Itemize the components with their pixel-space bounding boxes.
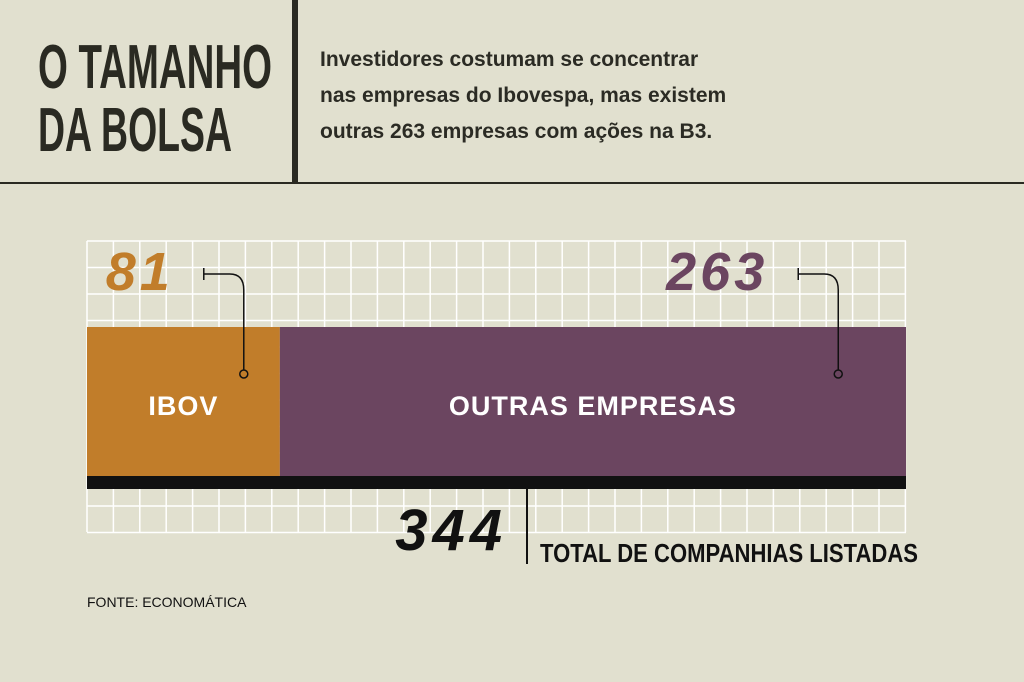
subtitle: Investidores costumam se concentrar	[320, 48, 698, 71]
bar-segment	[87, 327, 280, 476]
chart-title: DA BOLSA	[38, 96, 232, 165]
bar-segment	[279, 327, 906, 476]
segment-label: IBOV	[148, 391, 218, 421]
total-bar	[87, 476, 906, 489]
value-label: 263	[665, 242, 768, 302]
connector-dot	[833, 369, 843, 379]
connector-dot	[239, 369, 249, 379]
chart-title: O TAMANHO	[38, 33, 272, 102]
plot: IBOV 81 OUTRAS EMPRESAS 263 344	[87, 242, 906, 563]
subtitle: nas empresas do Ibovespa, mas existem	[320, 84, 726, 107]
connector	[797, 268, 839, 370]
source: FONTE: ECONOMÁTICA	[87, 594, 247, 610]
value-label: 81	[106, 242, 174, 302]
subtitle: outras 263 empresas com ações na B3.	[320, 120, 712, 143]
connector	[203, 268, 245, 370]
segment-label: OUTRAS EMPRESAS	[449, 391, 737, 421]
total-label: TOTAL DE COMPANHIAS LISTADAS	[540, 538, 918, 568]
total-value: 344	[395, 498, 507, 563]
